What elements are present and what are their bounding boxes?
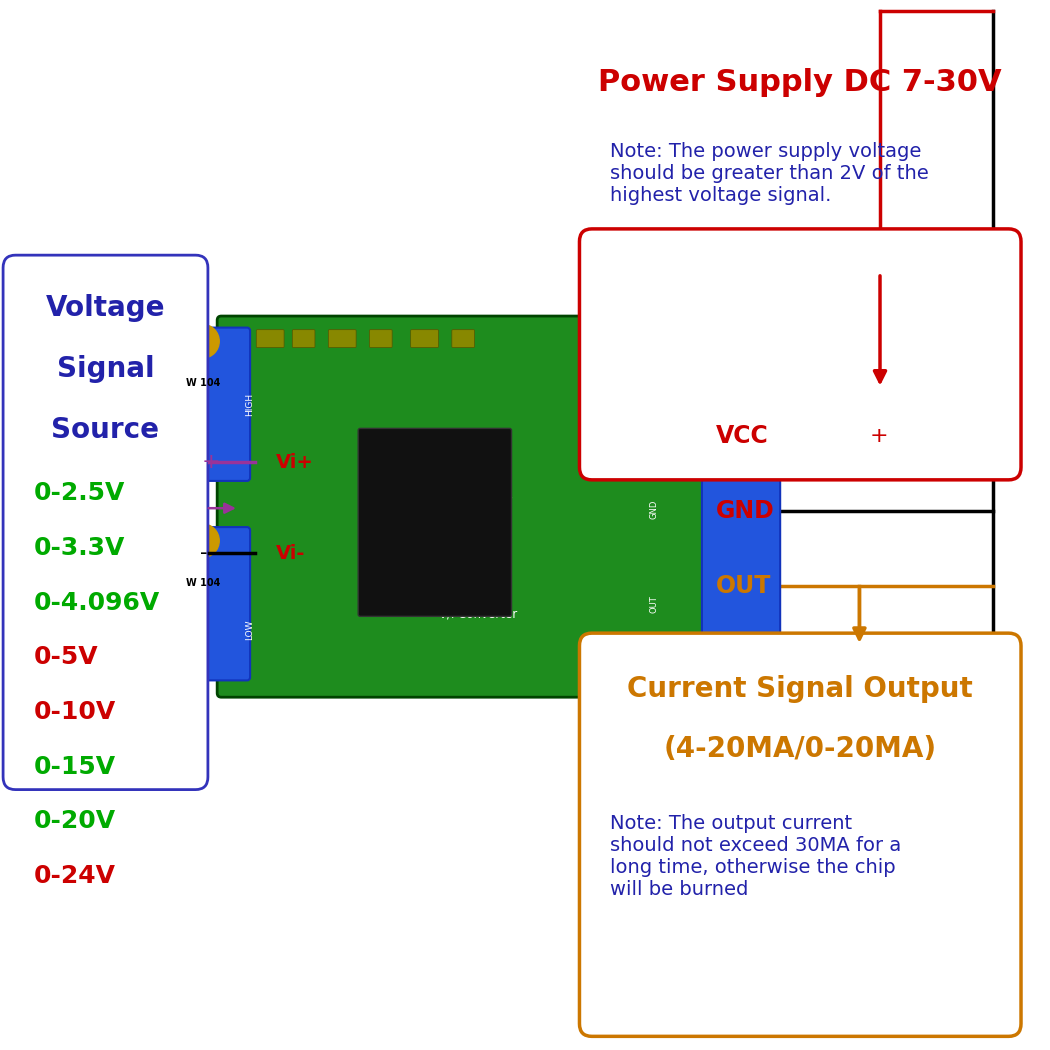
FancyBboxPatch shape <box>156 328 250 481</box>
Circle shape <box>186 324 219 358</box>
Text: GND: GND <box>716 500 775 523</box>
FancyBboxPatch shape <box>580 229 1021 480</box>
Text: 0-3.3V: 0-3.3V <box>34 537 125 560</box>
Circle shape <box>186 524 219 558</box>
Text: W 104: W 104 <box>186 378 220 388</box>
FancyBboxPatch shape <box>329 330 356 348</box>
Text: 4-20MA: 4-20MA <box>625 667 662 677</box>
Text: 0-10V: 0-10V <box>34 700 117 723</box>
FancyBboxPatch shape <box>580 633 1021 1036</box>
FancyBboxPatch shape <box>702 380 780 644</box>
Text: Signal: Signal <box>57 355 154 383</box>
Text: HIGH: HIGH <box>246 393 254 416</box>
Text: 0-24V: 0-24V <box>34 864 116 887</box>
Text: LOW: LOW <box>246 620 254 640</box>
Text: 0-4.096V: 0-4.096V <box>34 591 161 614</box>
Text: Current Signal Output: Current Signal Output <box>627 675 973 704</box>
Text: Note: The output current
should not exceed 30MA for a
long time, otherwise the c: Note: The output current should not exce… <box>610 814 902 899</box>
Text: +: + <box>202 452 220 472</box>
Text: W 104: W 104 <box>186 578 220 588</box>
Text: Note: The power supply voltage
should be greater than 2V of the
highest voltage : Note: The power supply voltage should be… <box>610 142 929 205</box>
Text: Voltage: Voltage <box>46 294 165 322</box>
Text: -: - <box>869 501 878 522</box>
FancyBboxPatch shape <box>370 330 392 348</box>
Text: Power Supply DC 7-30V: Power Supply DC 7-30V <box>598 68 1002 98</box>
Text: 0-2.5V: 0-2.5V <box>34 482 125 505</box>
FancyBboxPatch shape <box>358 428 511 616</box>
Text: OUT: OUT <box>716 574 772 597</box>
Text: GND: GND <box>649 500 658 519</box>
Text: Vi+: Vi+ <box>276 453 314 471</box>
FancyBboxPatch shape <box>156 527 250 680</box>
Text: Vi-: Vi- <box>276 544 306 563</box>
Text: (4-20MA/0-20MA): (4-20MA/0-20MA) <box>664 735 937 763</box>
FancyBboxPatch shape <box>217 316 735 697</box>
FancyBboxPatch shape <box>411 330 439 348</box>
Text: 0-20V: 0-20V <box>34 810 117 833</box>
Text: +: + <box>869 425 888 446</box>
Text: V/I Converter: V/I Converter <box>440 608 518 621</box>
FancyBboxPatch shape <box>256 330 285 348</box>
FancyBboxPatch shape <box>292 330 315 348</box>
Text: VCC: VCC <box>716 424 769 447</box>
Text: 0-5V: 0-5V <box>34 646 99 669</box>
Text: 0-15V: 0-15V <box>34 755 117 778</box>
Text: OUT: OUT <box>649 595 658 612</box>
Text: Source: Source <box>51 416 160 444</box>
Text: -: - <box>200 543 207 564</box>
Text: eletechsup: eletechsup <box>444 492 512 505</box>
FancyBboxPatch shape <box>3 255 208 790</box>
FancyBboxPatch shape <box>452 330 475 348</box>
Text: UCC: UCC <box>649 405 658 424</box>
